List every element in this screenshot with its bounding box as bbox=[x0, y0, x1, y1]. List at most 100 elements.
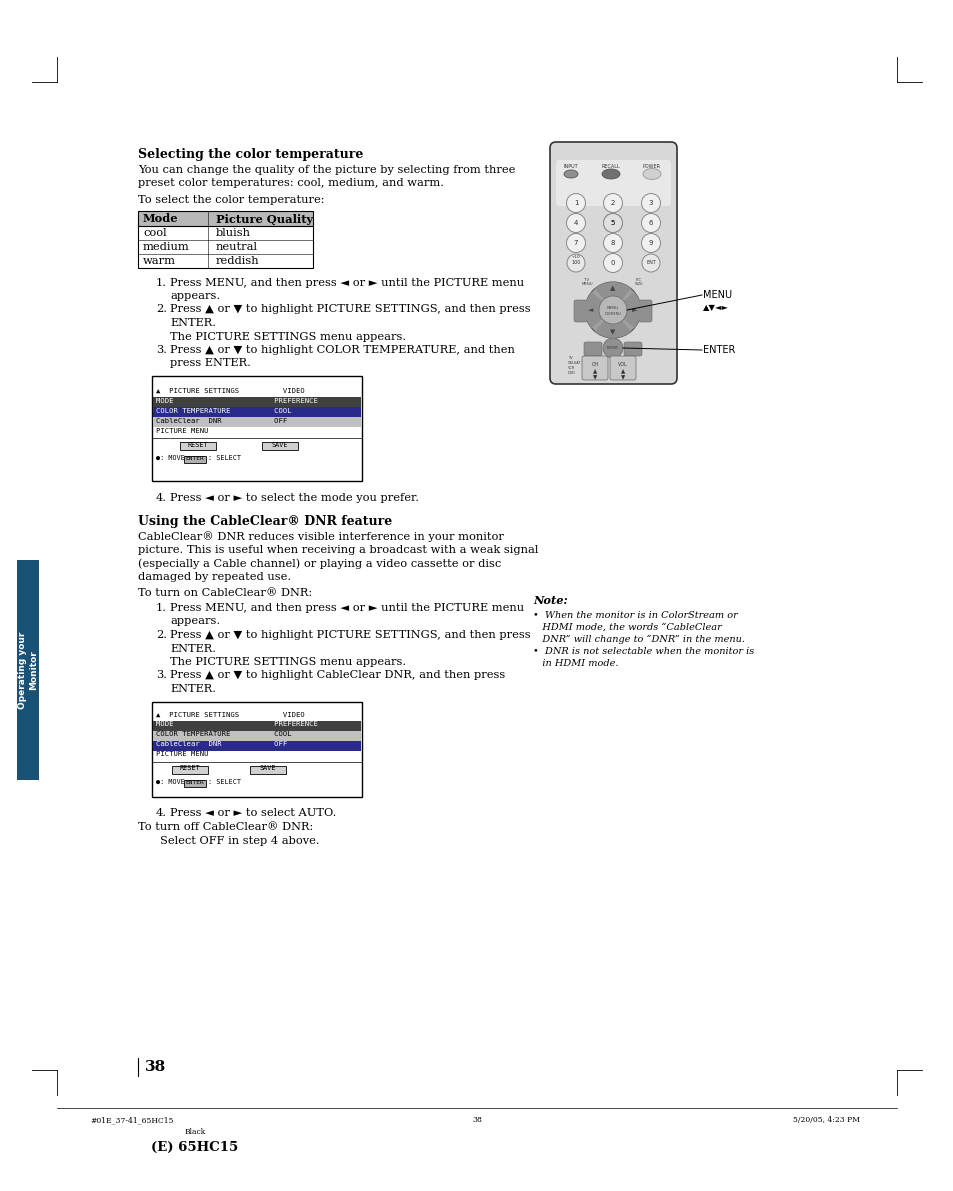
Text: 38: 38 bbox=[472, 1116, 481, 1124]
Text: To turn off CableClear® DNR:: To turn off CableClear® DNR: bbox=[138, 822, 313, 833]
Text: ▼: ▼ bbox=[610, 329, 615, 335]
FancyBboxPatch shape bbox=[581, 356, 607, 380]
Circle shape bbox=[640, 233, 659, 252]
Text: To select the color temperature:: To select the color temperature: bbox=[138, 195, 324, 205]
Bar bbox=[180, 442, 215, 450]
FancyBboxPatch shape bbox=[550, 142, 677, 384]
Text: 100: 100 bbox=[571, 261, 580, 266]
Bar bbox=[172, 766, 208, 773]
Text: Press ◄ or ► to select AUTO.: Press ◄ or ► to select AUTO. bbox=[170, 809, 336, 818]
Text: TV
CBLSAT
VCR
DVD: TV CBLSAT VCR DVD bbox=[567, 356, 581, 375]
Text: 9: 9 bbox=[648, 241, 653, 247]
Text: Press ▲ or ▼ to highlight CableClear DNR, and then press: Press ▲ or ▼ to highlight CableClear DNR… bbox=[170, 671, 505, 680]
Text: +10: +10 bbox=[571, 255, 579, 258]
Text: : SELECT: : SELECT bbox=[208, 779, 241, 785]
Text: Using the CableClear® DNR feature: Using the CableClear® DNR feature bbox=[138, 515, 392, 528]
Bar bbox=[152, 376, 361, 481]
Text: Press ▲ or ▼ to highlight PICTURE SETTINGS, and then press: Press ▲ or ▼ to highlight PICTURE SETTIN… bbox=[170, 305, 530, 314]
Text: SAVE: SAVE bbox=[259, 766, 276, 772]
Circle shape bbox=[566, 193, 585, 212]
Text: #01E_37-41_65HC15: #01E_37-41_65HC15 bbox=[90, 1116, 173, 1124]
Text: 1.: 1. bbox=[156, 603, 167, 613]
Text: appears.: appears. bbox=[170, 291, 220, 301]
Text: Press ▲ or ▼ to highlight PICTURE SETTINGS, and then press: Press ▲ or ▼ to highlight PICTURE SETTIN… bbox=[170, 630, 530, 640]
Text: ▲
▼: ▲ ▼ bbox=[592, 369, 597, 380]
Text: 3.: 3. bbox=[156, 345, 167, 355]
Text: Operating your
Monitor: Operating your Monitor bbox=[18, 631, 38, 709]
Text: medium: medium bbox=[143, 242, 190, 251]
Text: Press ▲ or ▼ to highlight COLOR TEMPERATURE, and then: Press ▲ or ▼ to highlight COLOR TEMPERAT… bbox=[170, 345, 515, 355]
Text: preset color temperatures: cool, medium, and warm.: preset color temperatures: cool, medium,… bbox=[138, 179, 443, 188]
Text: ENTER: ENTER bbox=[606, 347, 618, 350]
Bar bbox=[250, 766, 286, 773]
Text: 6: 6 bbox=[648, 220, 653, 226]
Text: PIC
SIZE: PIC SIZE bbox=[634, 278, 642, 286]
Text: cool: cool bbox=[143, 227, 167, 237]
Text: Press MENU, and then press ◄ or ► until the PICTURE menu: Press MENU, and then press ◄ or ► until … bbox=[170, 278, 523, 287]
Ellipse shape bbox=[563, 170, 578, 177]
Text: 7: 7 bbox=[573, 241, 578, 247]
Text: ENT: ENT bbox=[645, 261, 656, 266]
Text: ▲
▼: ▲ ▼ bbox=[620, 369, 624, 380]
Text: ENTER.: ENTER. bbox=[170, 318, 215, 328]
Text: PICTURE MENU: PICTURE MENU bbox=[156, 752, 209, 757]
Circle shape bbox=[603, 213, 622, 232]
Text: 2.: 2. bbox=[156, 630, 167, 640]
Text: PICTURE MENU: PICTURE MENU bbox=[156, 428, 209, 434]
Text: 8: 8 bbox=[610, 241, 615, 247]
Bar bbox=[138, 211, 313, 268]
Text: 5: 5 bbox=[610, 220, 615, 226]
Text: Press ◄ or ► to select the mode you prefer.: Press ◄ or ► to select the mode you pref… bbox=[170, 493, 418, 503]
Circle shape bbox=[566, 213, 585, 232]
Text: CableClear  DNR            OFF: CableClear DNR OFF bbox=[156, 418, 287, 424]
Text: 38: 38 bbox=[145, 1060, 166, 1074]
Bar bbox=[152, 407, 360, 417]
Text: COLOR TEMPERATURE          COOL: COLOR TEMPERATURE COOL bbox=[156, 731, 292, 737]
Text: neutral: neutral bbox=[215, 242, 257, 251]
Text: Select OFF in step 4 above.: Select OFF in step 4 above. bbox=[160, 836, 319, 846]
Text: ENTER: ENTER bbox=[186, 779, 204, 785]
Text: CH: CH bbox=[591, 362, 598, 367]
Text: DNR” will change to “DNR” in the menu.: DNR” will change to “DNR” in the menu. bbox=[533, 635, 744, 644]
Text: COLOR TEMPERATURE          COOL: COLOR TEMPERATURE COOL bbox=[156, 409, 292, 414]
Text: •  DNR is not selectable when the monitor is: • DNR is not selectable when the monitor… bbox=[533, 647, 754, 656]
Text: The PICTURE SETTINGS menu appears.: The PICTURE SETTINGS menu appears. bbox=[170, 657, 406, 667]
Text: DIOMENU: DIOMENU bbox=[604, 312, 620, 316]
Text: To turn on CableClear® DNR:: To turn on CableClear® DNR: bbox=[138, 587, 312, 598]
Text: Picture Quality: Picture Quality bbox=[215, 213, 313, 225]
Circle shape bbox=[598, 297, 626, 324]
Text: ▲: ▲ bbox=[610, 285, 615, 291]
Circle shape bbox=[566, 254, 584, 272]
Ellipse shape bbox=[642, 168, 660, 180]
FancyBboxPatch shape bbox=[574, 300, 586, 322]
FancyBboxPatch shape bbox=[583, 342, 601, 356]
FancyBboxPatch shape bbox=[623, 342, 641, 356]
Text: You can change the quality of the picture by selecting from three: You can change the quality of the pictur… bbox=[138, 166, 515, 175]
Text: 2: 2 bbox=[610, 200, 615, 206]
Text: ENTER.: ENTER. bbox=[170, 684, 215, 694]
Text: Note:: Note: bbox=[533, 596, 567, 606]
Text: VOL: VOL bbox=[618, 362, 627, 367]
Circle shape bbox=[602, 338, 622, 358]
Circle shape bbox=[641, 254, 659, 272]
Text: ENTER: ENTER bbox=[702, 345, 735, 355]
Text: ▲  PICTURE SETTINGS          VIDEO: ▲ PICTURE SETTINGS VIDEO bbox=[156, 711, 304, 717]
Text: ▲▼◄►: ▲▼◄► bbox=[702, 304, 728, 312]
Text: 5/20/05, 4:23 PM: 5/20/05, 4:23 PM bbox=[792, 1116, 859, 1124]
FancyBboxPatch shape bbox=[609, 356, 636, 380]
Text: 0: 0 bbox=[610, 260, 615, 266]
Text: ENTER: ENTER bbox=[186, 456, 204, 461]
Text: reddish: reddish bbox=[215, 256, 259, 266]
Text: Mode: Mode bbox=[143, 213, 178, 224]
Wedge shape bbox=[613, 292, 640, 328]
Bar bbox=[17, 560, 39, 780]
Bar bbox=[138, 211, 313, 225]
Text: 1.: 1. bbox=[156, 278, 167, 287]
Text: ►: ► bbox=[632, 307, 637, 313]
Circle shape bbox=[603, 213, 622, 232]
Text: POWER: POWER bbox=[642, 164, 660, 169]
Text: INPUT: INPUT bbox=[563, 164, 578, 169]
Text: bluish: bluish bbox=[215, 227, 251, 237]
Text: ENTER.: ENTER. bbox=[170, 643, 215, 654]
Text: MODE                       PREFERENCE: MODE PREFERENCE bbox=[156, 722, 317, 728]
